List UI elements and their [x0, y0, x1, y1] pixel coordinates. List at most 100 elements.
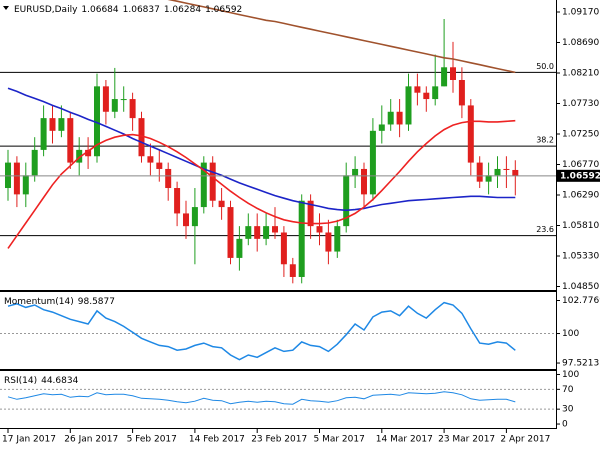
candle-body — [22, 175, 29, 195]
y-tick-label: 1.08690 — [562, 38, 599, 48]
candle-body — [298, 200, 305, 277]
candle-body — [218, 200, 225, 208]
x-tick-label: 17 Jan 2017 — [2, 435, 56, 445]
candle-body — [254, 226, 261, 239]
y-tick-label: 1.04850 — [562, 282, 599, 292]
candle-body — [414, 86, 421, 93]
fib-label: 38.2 — [536, 136, 554, 145]
candle-body — [200, 162, 207, 208]
candle-body — [165, 168, 172, 189]
x-tick-label: 14 Mar 2017 — [376, 435, 433, 445]
x-tick-label: 26 Jan 2017 — [64, 435, 118, 445]
candle-body — [94, 86, 100, 157]
candle-body — [325, 232, 332, 252]
current-price-label: 1.06592 — [560, 171, 600, 181]
candle-body — [76, 149, 83, 163]
y-tick-label: 30 — [562, 405, 574, 415]
candle-body — [396, 111, 403, 125]
price-plot — [5, 0, 519, 284]
candle-body — [58, 118, 65, 131]
candle-body — [450, 67, 456, 80]
candle-body — [147, 156, 154, 163]
candle-body — [307, 200, 314, 227]
candle-body — [378, 124, 385, 131]
indicator-label: Momentum(14) 98.5877 — [4, 297, 115, 307]
indicator-name: RSI(14) — [4, 376, 37, 386]
candle-body — [352, 168, 359, 176]
candle-body — [227, 207, 234, 258]
candle-body — [280, 232, 287, 265]
current-price-box — [556, 169, 600, 182]
y-tick-label: 100 — [562, 370, 579, 380]
header-part: 1.06592 — [205, 5, 242, 15]
candle-body — [494, 168, 501, 176]
candle-body — [272, 226, 278, 233]
candle-body — [423, 92, 430, 100]
y-tick-label: 0 — [562, 420, 568, 430]
y-tick-label: 1.07250 — [562, 130, 599, 140]
candle-body — [111, 99, 118, 112]
candle-body — [334, 226, 341, 252]
candle-body — [316, 226, 323, 233]
header-part: EURUSD,Daily — [14, 5, 78, 15]
candle-body — [102, 86, 109, 112]
y-tick-label: 102.7769 — [562, 296, 600, 306]
header-part: 1.06284 — [164, 5, 201, 15]
candle-body — [405, 86, 412, 125]
candle-body — [191, 207, 198, 227]
y-tick-label: 100 — [562, 329, 579, 339]
x-tick-label: 23 Mar 2017 — [438, 435, 495, 445]
candle-body — [129, 99, 136, 119]
indicator-line — [7, 391, 516, 405]
candle-body — [512, 169, 519, 176]
indicator-line — [7, 301, 516, 361]
moving-average — [167, 0, 516, 74]
indicator-value: 44.6834 — [41, 376, 78, 386]
candle-body — [236, 238, 243, 258]
header-part: 1.06684 — [81, 5, 118, 15]
candle-body — [361, 168, 367, 195]
y-tick-label: 1.08210 — [562, 69, 599, 79]
y-tick-label: 1.05810 — [562, 221, 599, 231]
candle-body — [245, 226, 252, 239]
candle-body — [263, 226, 270, 239]
candle-body — [156, 162, 163, 169]
candle-body — [183, 213, 189, 227]
fib-label: 23.6 — [536, 225, 554, 234]
y-tick-label: 1.05330 — [562, 252, 599, 262]
y-tick-label: 70 — [562, 385, 574, 395]
menu-arrow — [3, 6, 9, 10]
candle-body — [467, 105, 474, 163]
x-tick-label: 23 Feb 2017 — [251, 435, 307, 445]
x-tick-label: 5 Feb 2017 — [127, 435, 177, 445]
indicator-label: RSI(14) 44.6834 — [4, 376, 79, 386]
candle-body — [120, 99, 127, 101]
x-tick-label: 14 Feb 2017 — [189, 435, 245, 445]
candle-body — [343, 175, 350, 227]
candle-body — [387, 111, 394, 125]
y-tick-label: 97.5213 — [562, 359, 599, 369]
chart-header: EURUSD,Daily 1.06684 1.06837 1.06284 1.06592 — [14, 5, 242, 15]
moving-average — [7, 87, 516, 212]
indicator-name: Momentum(14) — [4, 297, 74, 307]
candle-body — [289, 264, 296, 277]
candle-body — [174, 188, 181, 214]
candle-body — [209, 162, 216, 201]
fib-label: 50.0 — [536, 62, 554, 71]
candle-body — [369, 130, 376, 195]
candle-body — [476, 162, 483, 182]
y-tick-label: 1.07730 — [562, 99, 599, 109]
candle-body — [67, 118, 74, 163]
candle-body — [40, 118, 47, 150]
candle-body — [49, 118, 56, 131]
y-tick-label: 1.06290 — [562, 191, 599, 201]
y-tick-label: 1.06770 — [562, 160, 599, 170]
indicator-value: 98.5877 — [78, 297, 115, 307]
y-tick-label: 1.09170 — [562, 8, 599, 18]
candle-body — [503, 168, 510, 170]
candle-body — [13, 162, 20, 195]
candle-body — [5, 162, 11, 189]
candle-body — [138, 118, 145, 157]
moving-average — [7, 119, 516, 249]
